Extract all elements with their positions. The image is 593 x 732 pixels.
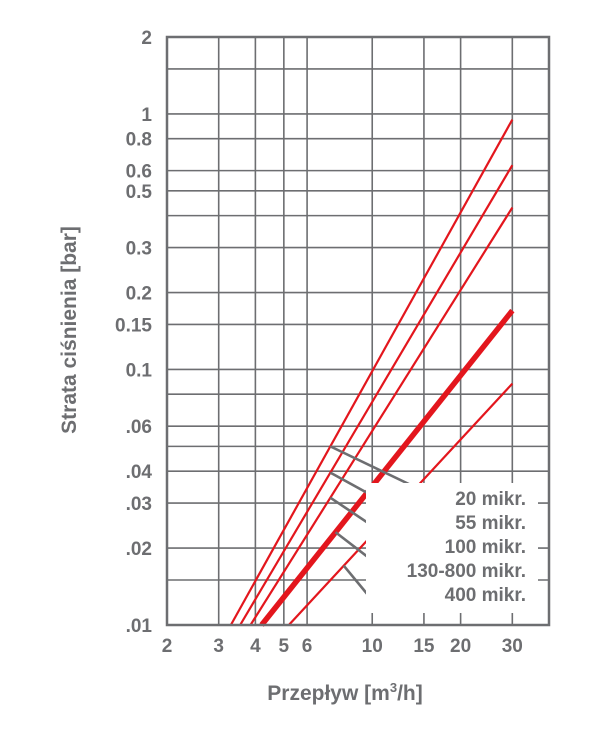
x-tick-label: 6 [302,636,313,657]
y-tick-label: 0.15 [115,315,152,336]
legend-entry: 130-800 mikr. [407,561,526,582]
x-tick-label: 5 [279,636,290,657]
y-tick-label: 1 [141,105,152,126]
y-tick-label: 0.8 [126,130,152,151]
legend-pointer [342,564,370,596]
y-tick-label: 0.6 [126,162,152,183]
series-line [229,119,514,626]
legend-background [366,483,538,613]
legend-entry: 400 mikr. [445,585,526,606]
y-tick-label: 2 [141,28,152,49]
series-line [249,207,514,626]
x-axis-label-unit: /h] [397,682,423,705]
y-tick-label: 0.1 [126,360,153,381]
x-tick-label: 4 [250,636,261,657]
legend-entry: 100 mikr. [445,537,526,558]
y-axis-label: Strata ciśnienia [bar] [58,226,81,434]
x-tick-label: 10 [362,636,383,657]
y-tick-label: 0.3 [126,239,152,260]
series-line [239,164,514,626]
x-tick-label: 2 [162,636,173,657]
y-tick-label: 0.2 [126,284,152,305]
legend-entry: 20 mikr. [455,489,526,510]
x-tick-label: 3 [213,636,224,657]
legend: 20 mikr. 55 mikr. 100 mikr. 130-800 mikr. 40… [407,489,526,606]
y-tick-label: .03 [126,494,152,515]
x-tick-label: 30 [502,636,523,657]
series-line [259,308,515,627]
x-axis-label: Przepływ [m3/h] [267,680,422,705]
y-tick-labels: .01 .02 .03 .04 .06 0.1 0.15 0.2 0.3 0.50.6 0.8 1 2 [115,28,152,637]
y-tick-label: .06 [126,417,152,438]
plot-frame [165,35,551,627]
y-tick-label: 0.5 [126,182,153,203]
x-tick-label: 20 [450,636,471,657]
x-tick-labels: 2 3 4 5 6 10 15 20 30 [162,636,523,657]
y-tick-label: .04 [126,462,153,483]
x-tick-label: 15 [413,636,435,657]
x-axis-label-superscript: 3 [390,680,397,695]
y-tick-label: .01 [126,616,153,637]
legend-entry: 55 mikr. [455,513,526,534]
x-axis-label-main: Przepływ [m [267,682,390,705]
y-tick-label: .02 [126,539,152,560]
